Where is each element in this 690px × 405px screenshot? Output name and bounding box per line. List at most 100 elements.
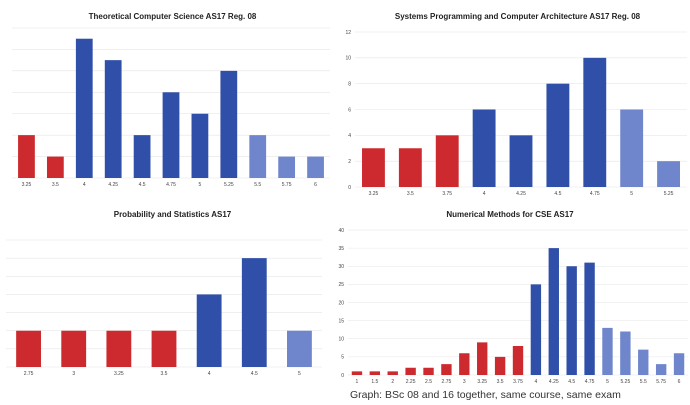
bar xyxy=(548,248,559,375)
x-tick-label: 4.25 xyxy=(549,379,559,385)
chart-plot: 0 2 4 6 8 10 12 3.25 3.5 3.75 4 4.25 4.5 4.75 5 5.25 xyxy=(345,30,687,197)
bar xyxy=(638,349,649,375)
x-tick-label: 4.75 xyxy=(166,182,176,188)
x-tick-label: 3.75 xyxy=(442,191,452,197)
x-tick-label: 4.75 xyxy=(585,379,595,385)
bar xyxy=(133,135,151,178)
y-tick-label: 10 xyxy=(345,56,351,62)
x-tick-label: 4 xyxy=(535,379,538,385)
bar xyxy=(472,109,496,187)
bar xyxy=(18,135,35,178)
x-tick-label: 2.25 xyxy=(406,379,416,385)
x-tick-label: 6 xyxy=(314,182,317,188)
bar xyxy=(151,330,177,367)
y-tick-label: 15 xyxy=(338,318,344,324)
y-tick-label: 2 xyxy=(348,159,351,165)
bar xyxy=(566,266,577,375)
chart-plot: 2.75 3 3.25 3.5 4 4.5 5 xyxy=(6,239,322,377)
x-tick-label: 4.5 xyxy=(251,371,258,377)
x-tick-label: 1 xyxy=(356,379,359,385)
x-tick-label: 3.5 xyxy=(52,182,59,188)
chart-theoretical-cs: Theoretical Computer Science AS17 Reg. 0… xyxy=(0,0,345,200)
x-tick-label: 5.5 xyxy=(640,379,647,385)
y-tick-label: 40 xyxy=(338,228,344,234)
x-tick-label: 1.5 xyxy=(371,379,378,385)
y-tick-label: 30 xyxy=(338,264,344,270)
bar xyxy=(241,258,267,367)
bar xyxy=(509,135,533,187)
x-tick-label: 5 xyxy=(298,371,301,377)
bar xyxy=(46,156,64,178)
bar xyxy=(16,330,41,367)
x-tick-label: 3 xyxy=(72,371,75,377)
x-tick-label: 4.25 xyxy=(108,182,118,188)
x-tick-label: 4 xyxy=(83,182,86,188)
x-tick-label: 6 xyxy=(678,379,681,385)
bar xyxy=(459,353,470,375)
x-tick-label: 3.5 xyxy=(497,379,504,385)
x-tick-label: 3.5 xyxy=(161,371,168,377)
bar xyxy=(546,83,570,187)
bar xyxy=(398,148,422,187)
x-tick-label: 5.75 xyxy=(656,379,666,385)
y-tick-label: 0 xyxy=(341,373,344,379)
bar xyxy=(369,371,381,375)
chart-title: Numerical Methods for CSE AS17 xyxy=(446,210,574,219)
x-tick-label: 2 xyxy=(391,379,394,385)
x-tick-label: 4.5 xyxy=(568,379,575,385)
y-tick-label: 20 xyxy=(338,300,344,306)
chart-systems-programming: Systems Programming and Computer Archite… xyxy=(345,0,690,200)
x-tick-label: 4.25 xyxy=(516,191,526,197)
bar xyxy=(249,135,267,178)
bar xyxy=(61,330,87,367)
x-tick-label: 5.25 xyxy=(621,379,631,385)
bar xyxy=(405,367,416,375)
y-tick-label: 4 xyxy=(348,133,351,139)
bar xyxy=(655,364,667,375)
x-tick-label: 3.5 xyxy=(407,191,414,197)
chart-probability-statistics: Probability and Statistics AS17 2.75 3 3.2… xyxy=(0,200,345,390)
x-tick-label: 3.25 xyxy=(22,182,32,188)
bar xyxy=(287,330,312,367)
bar xyxy=(441,364,452,375)
x-tick-label: 5.5 xyxy=(254,182,261,188)
y-tick-label: 25 xyxy=(338,282,344,288)
bar xyxy=(362,148,385,187)
chart-numerical-methods: Numerical Methods for CSE AS17 0 5 10 15 20 2… xyxy=(330,200,690,390)
x-tick-label: 3.25 xyxy=(114,371,124,377)
bar xyxy=(162,92,180,178)
x-tick-label: 3.25 xyxy=(369,191,379,197)
bar xyxy=(512,346,524,375)
bar xyxy=(196,294,222,367)
bar xyxy=(620,109,644,187)
x-tick-label: 4.5 xyxy=(139,182,146,188)
x-tick-label: 3 xyxy=(463,379,466,385)
bar xyxy=(307,156,324,178)
figure-caption: Graph: BSc 08 and 16 together, same cour… xyxy=(350,389,621,401)
x-tick-label: 4.5 xyxy=(554,191,561,197)
bar xyxy=(191,113,209,178)
x-tick-label: 4.75 xyxy=(590,191,600,197)
chart-title: Theoretical Computer Science AS17 Reg. 0… xyxy=(88,12,257,21)
bar xyxy=(673,353,685,375)
bar xyxy=(620,331,631,375)
y-tick-label: 12 xyxy=(345,30,351,36)
x-tick-label: 3.25 xyxy=(477,379,487,385)
x-tick-label: 5 xyxy=(630,191,633,197)
bar xyxy=(351,371,363,375)
bar xyxy=(494,356,506,375)
x-tick-label: 4 xyxy=(483,191,486,197)
y-tick-label: 8 xyxy=(348,81,351,87)
bar xyxy=(220,70,238,178)
bar xyxy=(530,284,542,375)
x-tick-label: 5.25 xyxy=(224,182,234,188)
bar xyxy=(423,367,434,375)
bar xyxy=(584,262,595,375)
y-tick-label: 35 xyxy=(338,246,344,252)
x-tick-label: 5.25 xyxy=(664,191,674,197)
bar xyxy=(278,156,296,178)
bar xyxy=(387,371,398,375)
bar xyxy=(477,342,488,375)
x-tick-label: 3.75 xyxy=(513,379,523,385)
bar xyxy=(602,327,613,375)
